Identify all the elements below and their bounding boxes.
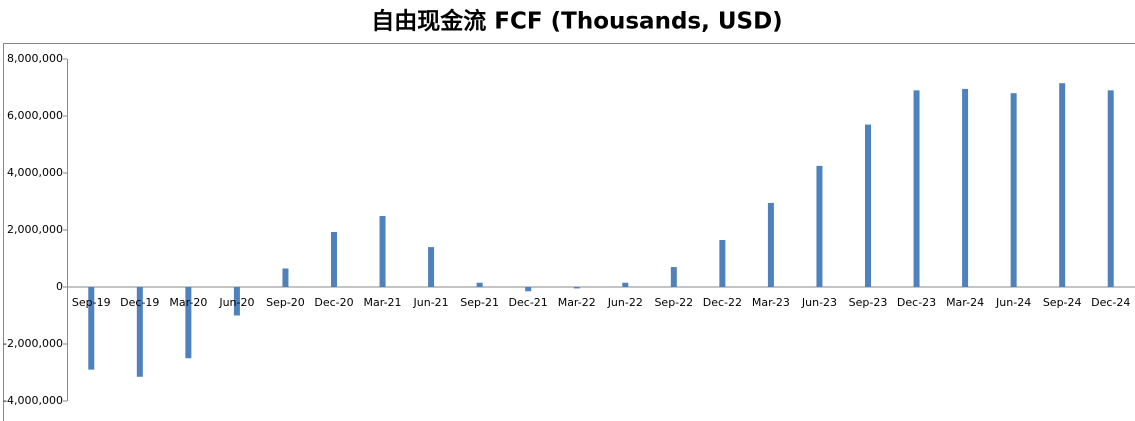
bar: [525, 287, 532, 292]
bar: [379, 216, 386, 287]
x-tick-label: Jun-23: [801, 296, 837, 309]
x-tick-label: Jun-22: [607, 296, 643, 309]
bar: [476, 282, 483, 287]
x-tick-label: Sep-20: [266, 296, 305, 309]
bar: [719, 239, 726, 287]
x-tick-label: Mar-22: [558, 296, 596, 309]
x-tick-label: Jun-24: [995, 296, 1031, 309]
y-tick-label: 2,000,000: [7, 223, 63, 236]
bar: [233, 287, 240, 316]
bar: [913, 90, 920, 287]
x-tick-label: Dec-19: [120, 296, 159, 309]
chart-title: 自由现金流 FCF (Thousands, USD): [371, 8, 782, 35]
bar: [767, 202, 774, 287]
y-tick-label: -2,000,000: [3, 337, 63, 350]
x-tick-label: Dec-23: [897, 296, 936, 309]
bar: [331, 231, 337, 287]
bar: [185, 287, 192, 359]
bar: [1107, 90, 1114, 287]
bar: [282, 268, 289, 287]
x-tick-label: Mar-20: [169, 296, 207, 309]
bar: [622, 282, 629, 287]
bar: [1010, 93, 1017, 287]
x-tick-label: Sep-22: [654, 296, 693, 309]
bar: [865, 124, 871, 287]
bar: [573, 287, 580, 289]
bar: [1059, 83, 1066, 287]
x-tick-label: Sep-23: [849, 296, 888, 309]
x-tick-label: Sep-24: [1043, 296, 1082, 309]
y-tick-label: 8,000,000: [7, 52, 63, 65]
chart-border: [3, 43, 1135, 421]
bar: [670, 267, 677, 287]
x-tick-label: Jun-21: [413, 296, 449, 309]
x-tick-label: Mar-24: [946, 296, 984, 309]
x-tick-label: Mar-23: [752, 296, 790, 309]
bar: [816, 165, 823, 287]
y-tick-label: 0: [56, 280, 63, 293]
x-tick-label: Dec-20: [314, 296, 353, 309]
x-tick-label: Mar-21: [364, 296, 402, 309]
x-tick-label: Sep-21: [460, 296, 499, 309]
bar: [136, 287, 143, 377]
x-tick-label: Dec-21: [509, 296, 548, 309]
y-tick-label: 6,000,000: [7, 109, 63, 122]
x-tick-label: Sep-19: [72, 296, 111, 309]
bar: [88, 287, 95, 370]
y-tick-label: -4,000,000: [3, 394, 63, 407]
x-tick-label: Dec-22: [703, 296, 742, 309]
bar: [962, 88, 969, 287]
x-tick-label: Jun-20: [218, 296, 254, 309]
x-tick-label: Dec-24: [1091, 296, 1130, 309]
y-tick-label: 4,000,000: [7, 166, 63, 179]
bar: [428, 247, 435, 287]
